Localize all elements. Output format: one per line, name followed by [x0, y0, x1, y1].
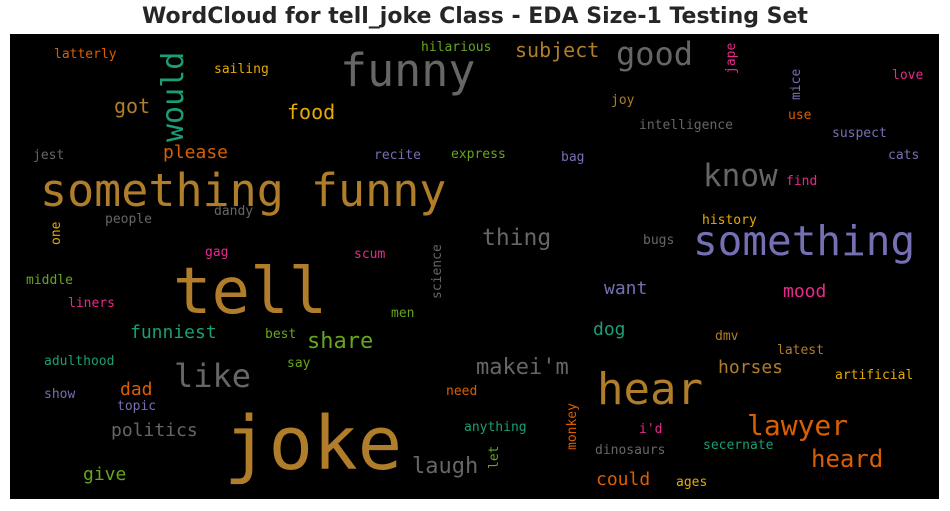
word: something: [693, 217, 916, 265]
word: hear: [597, 364, 703, 415]
word: share: [307, 329, 374, 354]
word: funniest: [130, 322, 217, 343]
word: show: [44, 387, 76, 402]
word: dandy: [214, 204, 254, 219]
word: mood: [783, 281, 827, 302]
word: use: [788, 108, 812, 123]
word: dog: [593, 319, 626, 340]
word: topic: [117, 399, 157, 414]
word: say: [287, 356, 311, 371]
word: thing: [482, 225, 552, 251]
word: dad: [120, 379, 153, 400]
word: got: [114, 94, 151, 118]
word: science: [430, 244, 445, 299]
word: middle: [26, 273, 73, 288]
word: jape: [724, 42, 739, 74]
word: express: [451, 147, 506, 162]
word: politics: [111, 420, 198, 441]
word: recite: [374, 148, 421, 163]
word: makei'm: [476, 355, 569, 380]
word: laugh: [412, 454, 479, 479]
word: love: [892, 68, 924, 83]
chart-title: WordCloud for tell_joke Class - EDA Size…: [142, 4, 808, 29]
word: artificial: [835, 368, 914, 383]
word: intelligence: [639, 118, 733, 133]
word: please: [163, 142, 229, 163]
word: history: [702, 213, 757, 228]
word: something funny: [40, 164, 447, 217]
word: like: [174, 357, 252, 395]
word: i'd: [639, 422, 663, 437]
word: latterly: [54, 47, 117, 62]
word: joke: [224, 401, 403, 487]
word: mice: [789, 68, 804, 100]
word-cloud: joke tell something funny something funn…: [10, 34, 939, 499]
word: subject: [515, 38, 600, 62]
word: food: [287, 100, 336, 124]
word: anything: [464, 420, 527, 435]
word: good: [616, 35, 694, 73]
word: cats: [888, 148, 920, 163]
word: people: [105, 212, 152, 227]
word: men: [391, 306, 415, 321]
word: adulthood: [44, 354, 115, 369]
word: let: [487, 445, 502, 469]
word: ages: [676, 475, 708, 490]
word: dinosaurs: [595, 443, 666, 458]
word: bag: [561, 150, 585, 165]
word: latest: [777, 343, 824, 358]
word: would: [156, 51, 191, 142]
word: bugs: [643, 233, 675, 248]
word: gag: [205, 245, 229, 260]
word: liners: [68, 296, 115, 311]
word: tell: [173, 255, 328, 329]
word: give: [83, 464, 127, 485]
word: need: [446, 384, 478, 399]
word: know: [703, 158, 778, 194]
word: horses: [718, 357, 784, 378]
word: best: [265, 327, 297, 342]
word: sailing: [214, 62, 269, 77]
word: dmv: [715, 329, 739, 344]
word: jest: [33, 148, 65, 163]
word: heard: [811, 445, 884, 473]
word: funny: [340, 44, 476, 97]
word: hilarious: [421, 40, 492, 55]
word: scum: [354, 247, 386, 262]
word: want: [604, 278, 648, 299]
word: find: [786, 174, 818, 189]
word: monkey: [565, 403, 580, 450]
word: suspect: [832, 126, 887, 141]
word: joy: [611, 93, 635, 108]
word: lawyer: [747, 409, 849, 442]
word: one: [49, 221, 64, 245]
word: could: [596, 469, 651, 490]
word: secernate: [703, 438, 774, 453]
